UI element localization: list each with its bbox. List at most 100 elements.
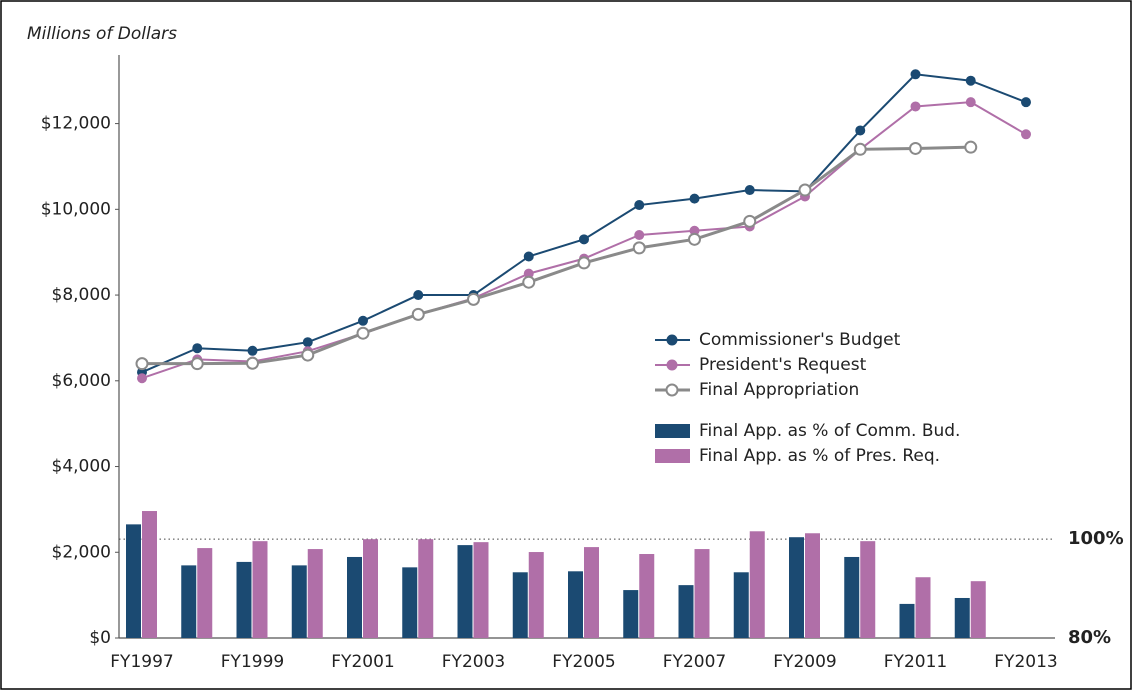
- legend-marker: [666, 334, 678, 346]
- bar: [363, 539, 378, 638]
- y-tick-label: $0: [89, 628, 111, 648]
- point: [190, 357, 204, 371]
- bar: [623, 590, 639, 638]
- bar: [970, 581, 986, 638]
- chart-title: Millions of Dollars: [27, 24, 177, 44]
- point: [579, 234, 589, 245]
- bar: [678, 585, 694, 638]
- point: [246, 356, 259, 370]
- legend-label: Commissioner's Budget: [699, 330, 901, 350]
- point: [577, 256, 591, 270]
- bar: [236, 561, 252, 638]
- x-tick-label: FY2005: [552, 652, 615, 672]
- bar: [252, 541, 268, 638]
- bar: [291, 565, 307, 638]
- bar: [473, 542, 489, 638]
- y-tick-label: $4,000: [52, 457, 111, 477]
- bar: [639, 554, 655, 638]
- point: [689, 193, 700, 204]
- bar: [402, 567, 418, 638]
- point: [910, 101, 921, 112]
- point: [964, 140, 978, 154]
- bar: [789, 537, 804, 638]
- point: [634, 200, 645, 211]
- legend-label: Final Appropriation: [699, 380, 859, 400]
- point: [855, 125, 866, 136]
- bar: [568, 571, 583, 638]
- bar: [733, 572, 749, 638]
- point: [358, 315, 368, 326]
- point: [522, 275, 536, 289]
- point: [467, 292, 480, 306]
- point: [965, 75, 976, 86]
- point: [301, 348, 315, 362]
- x-tick-label: FY2001: [331, 652, 394, 672]
- point: [909, 141, 922, 155]
- point: [523, 251, 534, 262]
- bar: [954, 597, 970, 638]
- x-tick-label: FY2011: [884, 652, 947, 672]
- point: [1021, 97, 1031, 108]
- y-tick-label: $6,000: [52, 371, 111, 391]
- x-tick-label: FY2009: [773, 652, 836, 672]
- point: [356, 326, 370, 340]
- point: [688, 232, 701, 246]
- point: [411, 307, 425, 321]
- bar: [805, 533, 820, 638]
- legend-swatch: [655, 449, 690, 463]
- x-tick-label: FY1997: [110, 652, 173, 672]
- legend-label: President's Request: [699, 355, 867, 375]
- x-tick-label: FY2013: [994, 652, 1057, 672]
- legend-marker: [666, 359, 678, 371]
- point: [247, 345, 258, 356]
- x-tick-label: FY1999: [221, 652, 284, 672]
- point: [302, 337, 313, 348]
- bar: [860, 541, 876, 638]
- point: [135, 357, 149, 371]
- bar: [126, 524, 141, 638]
- point: [413, 290, 424, 301]
- bar: [749, 531, 765, 638]
- bar: [181, 565, 197, 638]
- bar: [844, 556, 860, 638]
- legend-marker: [665, 383, 679, 397]
- bar: [528, 552, 544, 638]
- bar: [899, 603, 915, 638]
- bar: [307, 549, 323, 638]
- point: [744, 185, 755, 196]
- point: [743, 214, 757, 228]
- bar: [512, 572, 528, 638]
- x-tick-label: FY2003: [442, 652, 505, 672]
- point: [965, 97, 976, 108]
- bar: [915, 577, 931, 638]
- point: [798, 183, 812, 197]
- point: [137, 373, 147, 384]
- bar: [347, 556, 362, 638]
- y-tick-label: $12,000: [41, 114, 111, 134]
- legend-label: Final App. as % of Comm. Bud.: [699, 421, 960, 441]
- series-line: [141, 73, 1027, 374]
- point: [632, 241, 646, 255]
- point: [192, 343, 203, 354]
- point: [910, 69, 921, 80]
- y-tick-label: $8,000: [52, 285, 111, 305]
- legend-label: Final App. as % of Pres. Req.: [699, 446, 940, 466]
- x-tick-label: FY2007: [663, 652, 726, 672]
- bar: [197, 548, 213, 638]
- legend-swatch: [655, 424, 690, 438]
- bar: [142, 511, 157, 638]
- bar: [418, 539, 434, 638]
- series-line: [142, 145, 971, 366]
- point: [634, 230, 645, 241]
- y2-tick-label: 100%: [1068, 528, 1124, 549]
- y-tick-label: $10,000: [41, 199, 111, 219]
- bar: [584, 547, 599, 638]
- bar: [457, 545, 473, 638]
- point: [853, 142, 867, 156]
- point: [1021, 129, 1031, 140]
- y2-tick-label: 80%: [1068, 627, 1111, 648]
- bar: [694, 549, 710, 638]
- y-tick-label: $2,000: [52, 542, 111, 562]
